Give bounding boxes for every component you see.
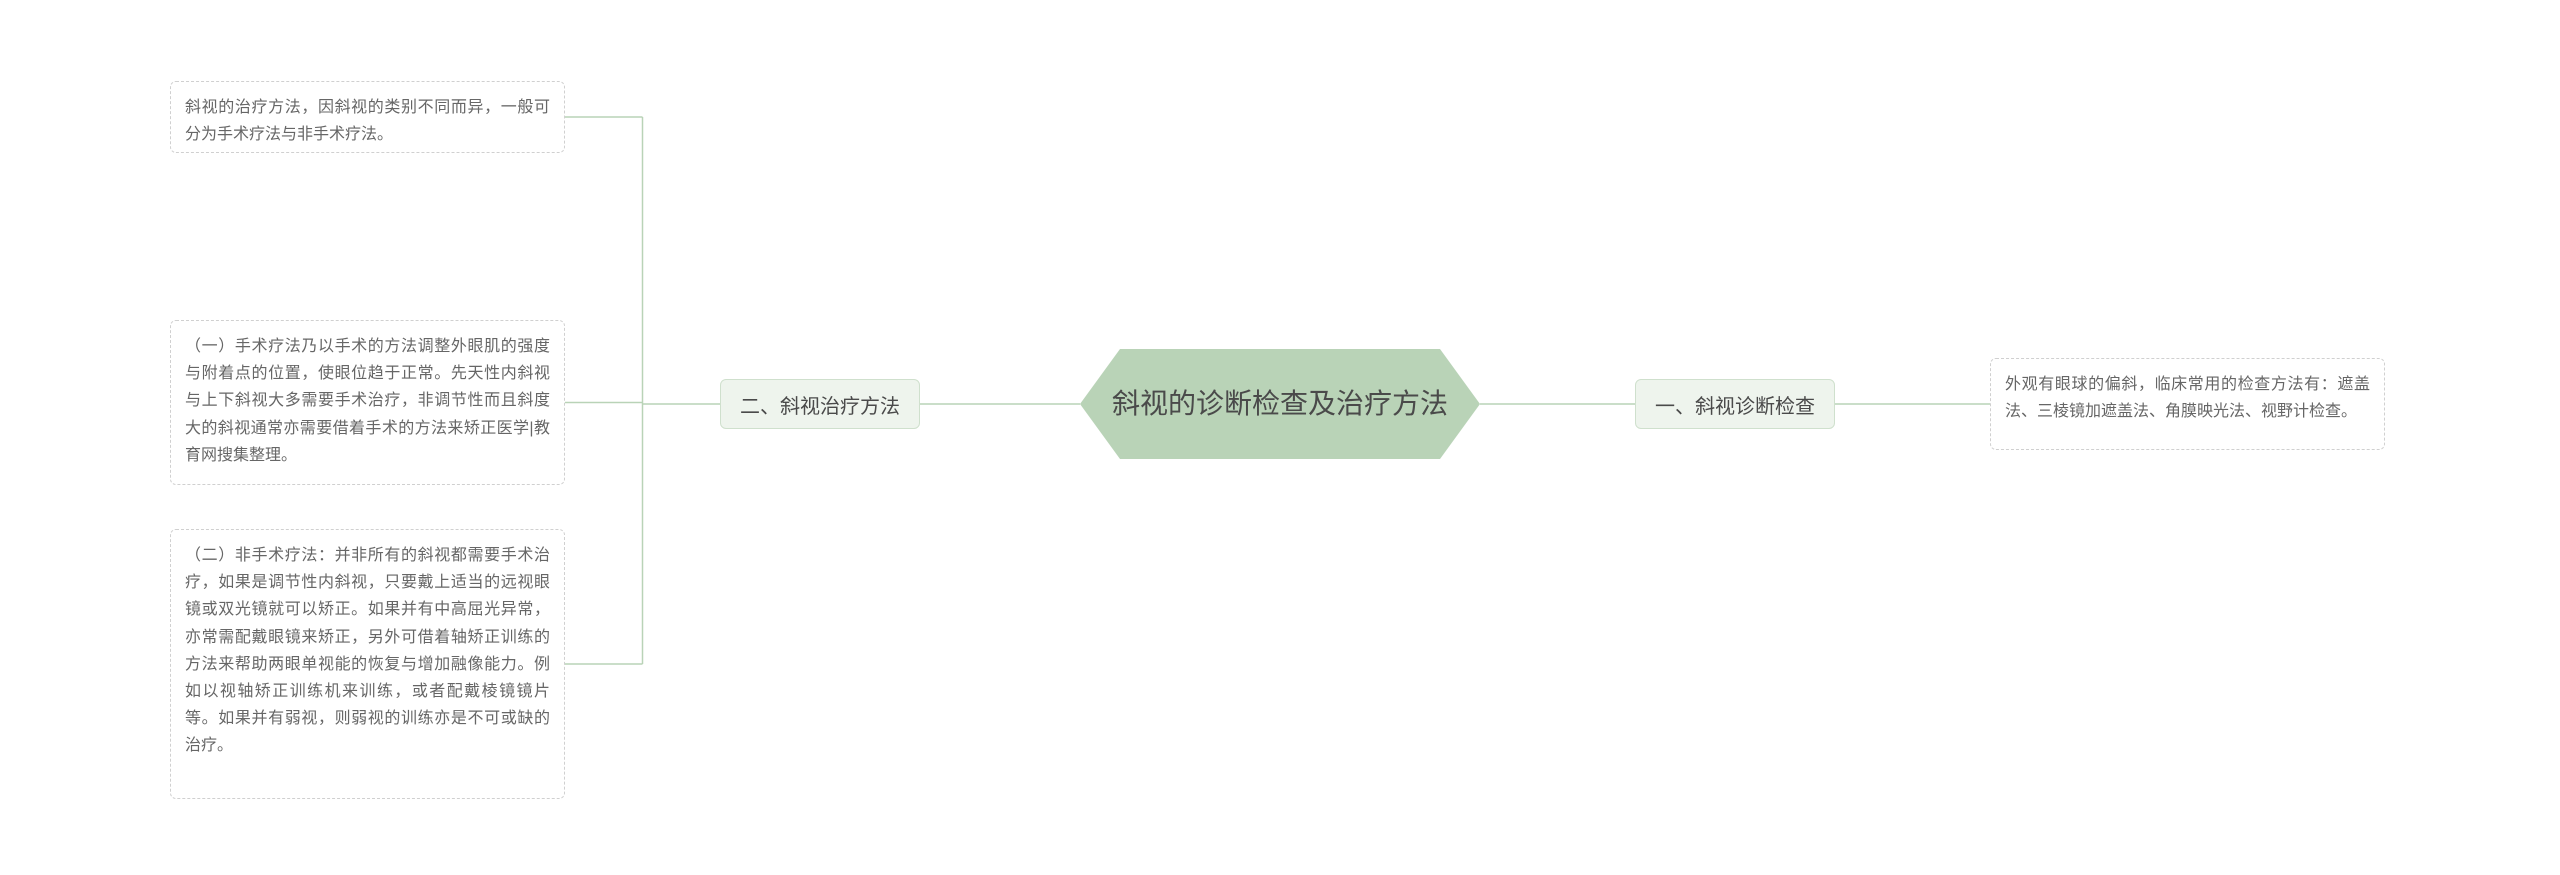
center-title: 斜视的诊断检查及治疗方法 bbox=[1082, 383, 1478, 425]
branch-right-label: 一、斜视诊断检查 bbox=[1655, 390, 1815, 419]
leaf-left-3-text: （二）非手术疗法：并非所有的斜视都需要手术治疗，如果是调节性内斜视，只要戴上适当… bbox=[185, 547, 550, 754]
leaf-right-1[interactable]: 外观有眼球的偏斜，临床常用的检查方法有：遮盖法、三棱镜加遮盖法、角膜映光法、视野… bbox=[1990, 358, 2385, 450]
branch-left[interactable]: 二、斜视治疗方法 bbox=[720, 379, 920, 429]
branch-right[interactable]: 一、斜视诊断检查 bbox=[1635, 379, 1835, 429]
leaf-left-1-text: 斜视的治疗方法，因斜视的类别不同而异，一般可分为手术疗法与非手术疗法。 bbox=[185, 99, 550, 143]
leaf-left-3[interactable]: （二）非手术疗法：并非所有的斜视都需要手术治疗，如果是调节性内斜视，只要戴上适当… bbox=[170, 529, 565, 799]
leaf-left-2[interactable]: （一）手术疗法乃以手术的方法调整外眼肌的强度与附着点的位置，使眼位趋于正常。先天… bbox=[170, 320, 565, 485]
leaf-left-1[interactable]: 斜视的治疗方法，因斜视的类别不同而异，一般可分为手术疗法与非手术疗法。 bbox=[170, 81, 565, 153]
leaf-left-2-text: （一）手术疗法乃以手术的方法调整外眼肌的强度与附着点的位置，使眼位趋于正常。先天… bbox=[185, 338, 550, 464]
mindmap-canvas: 斜视的诊断检查及治疗方法 一、斜视诊断检查 二、斜视治疗方法 外观有眼球的偏斜，… bbox=[0, 0, 2560, 875]
branch-left-label: 二、斜视治疗方法 bbox=[740, 390, 900, 419]
leaf-right-1-text: 外观有眼球的偏斜，临床常用的检查方法有：遮盖法、三棱镜加遮盖法、角膜映光法、视野… bbox=[2005, 376, 2370, 420]
center-node[interactable]: 斜视的诊断检查及治疗方法 bbox=[1080, 349, 1480, 459]
